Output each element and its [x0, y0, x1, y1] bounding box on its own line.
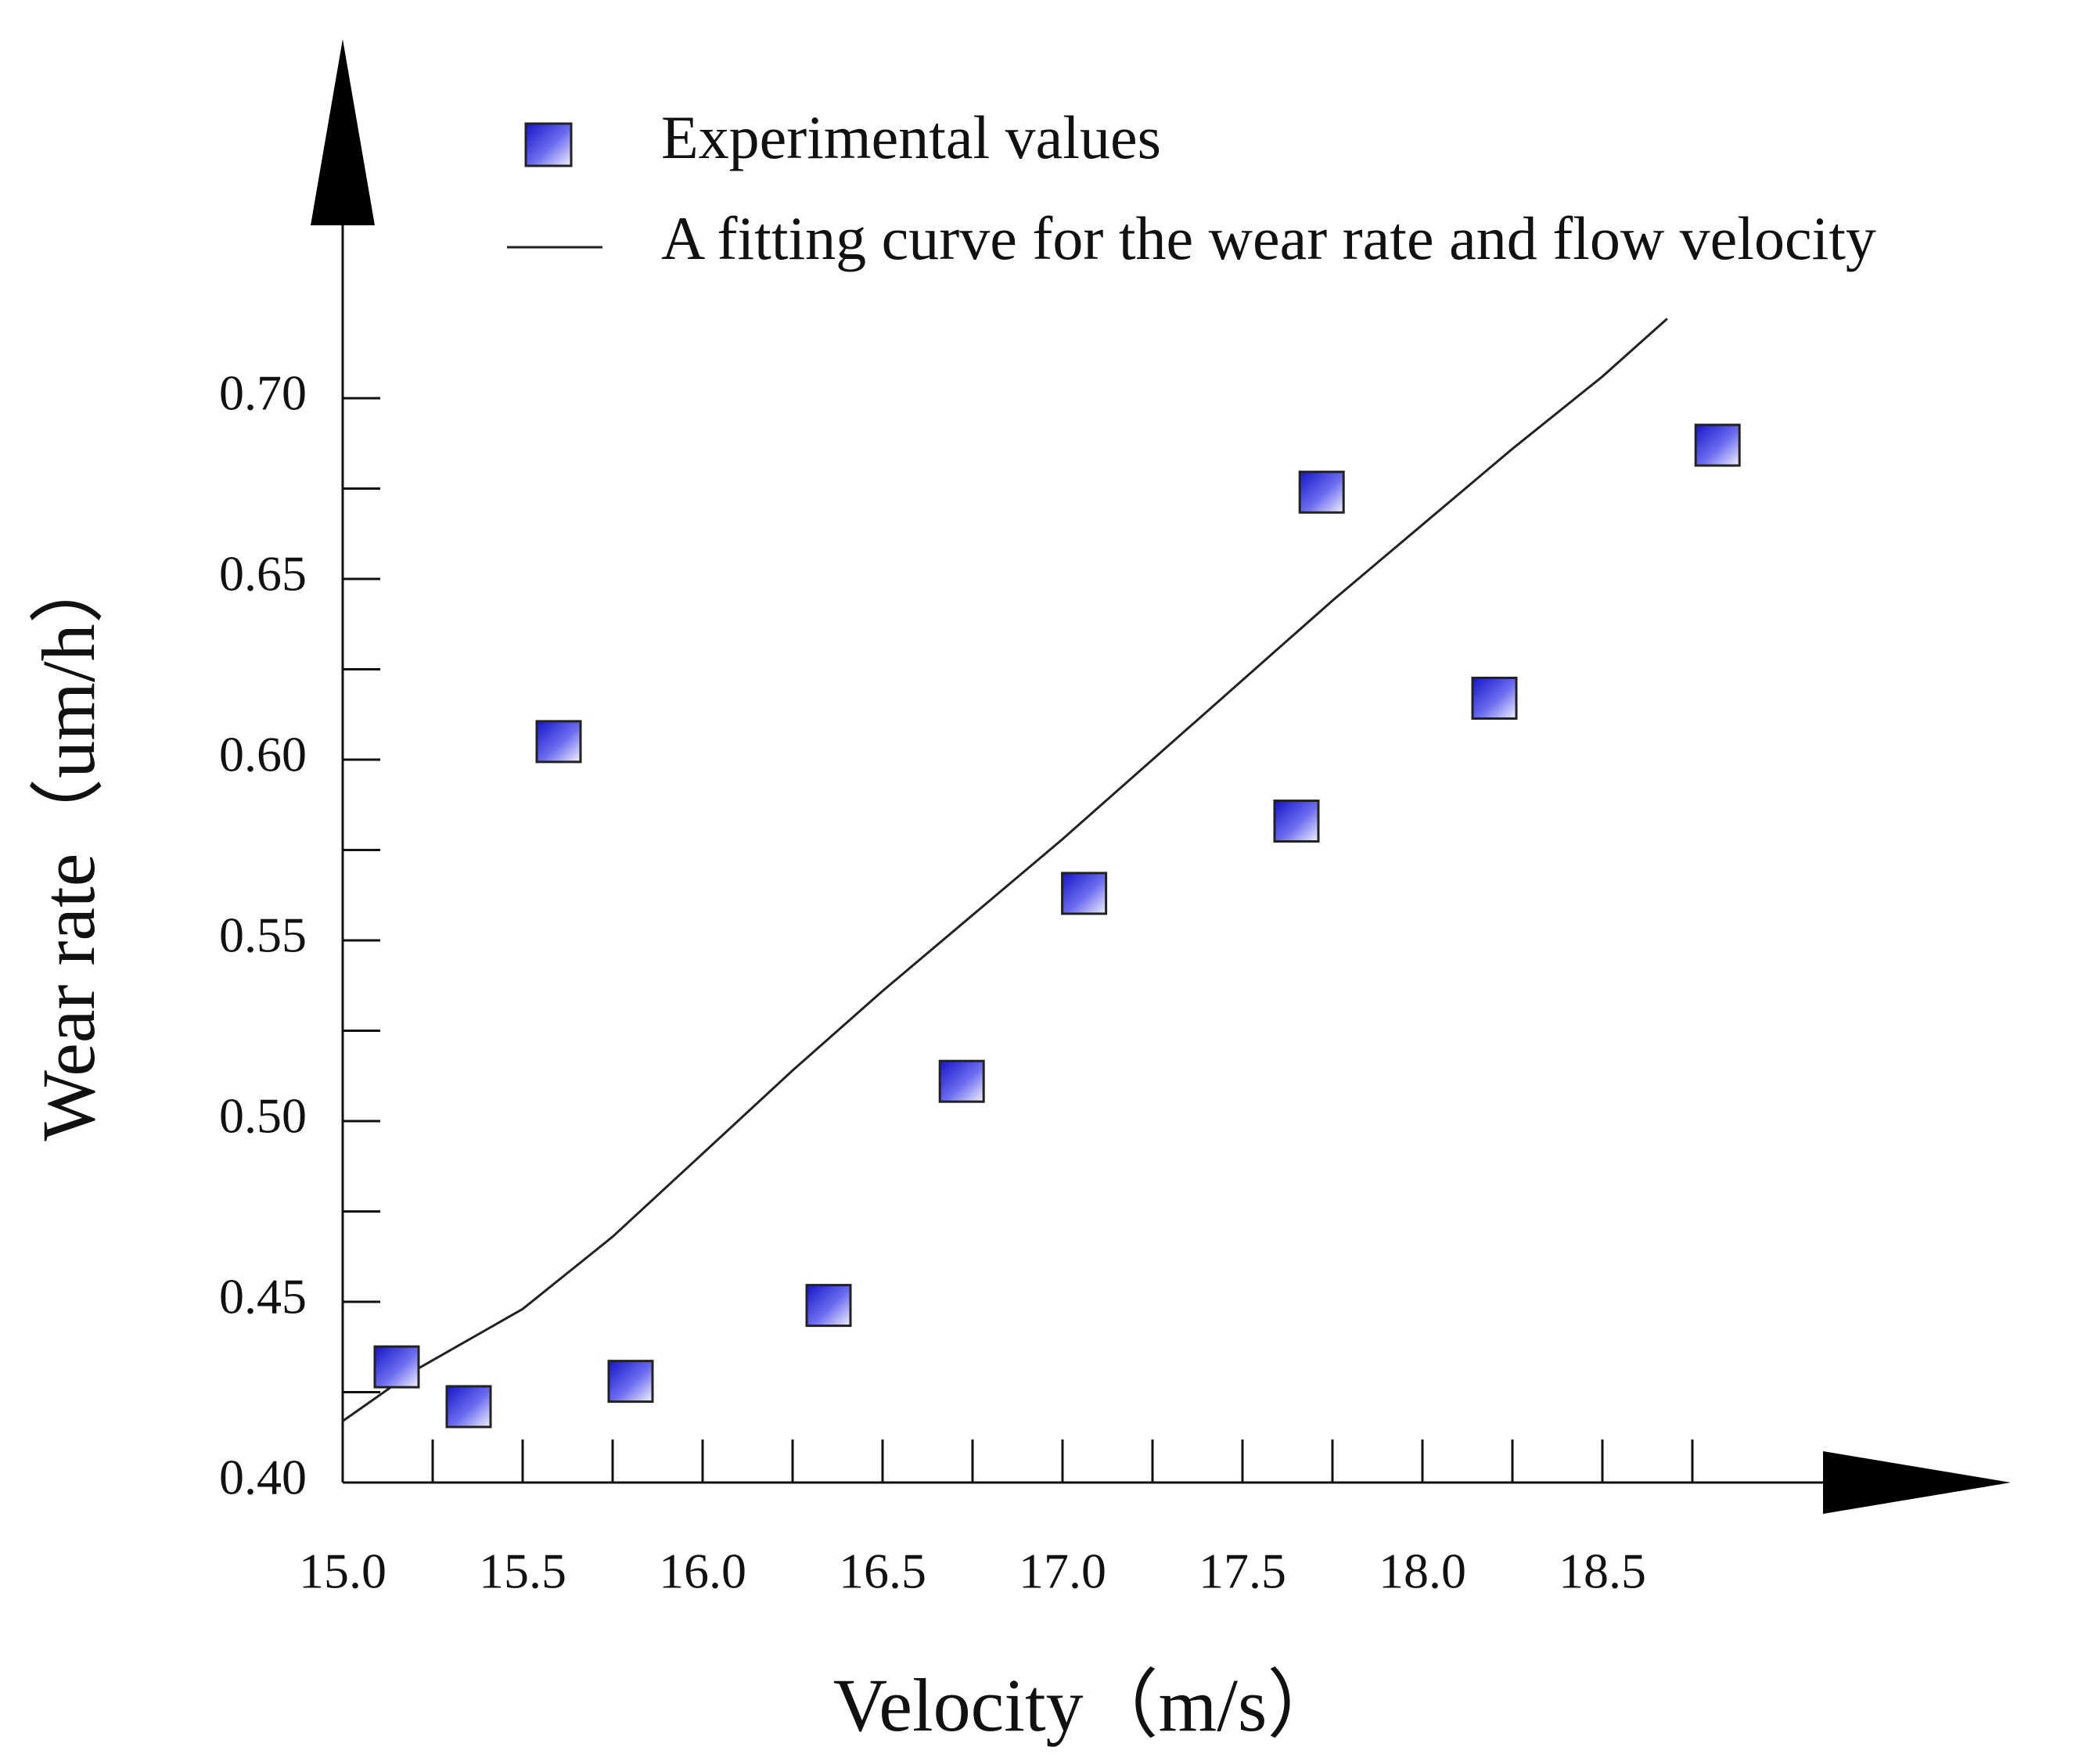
y-tick-label: 0.70	[219, 365, 307, 421]
ticks	[341, 397, 1694, 1484]
x-tick-label: 17.5	[1199, 1544, 1286, 1599]
data-point-marker	[1061, 872, 1108, 915]
x-tick-label: 16.0	[659, 1544, 746, 1599]
fitting-curve-line	[342, 318, 1668, 1422]
data-point-marker	[1273, 800, 1320, 843]
x-tick-label: 15.5	[479, 1544, 566, 1599]
x-axis-arrow-icon	[1823, 1451, 2011, 1514]
x-tick-label: 15.0	[299, 1544, 387, 1599]
data-point-marker	[1471, 676, 1518, 720]
y-tick-label: 0.45	[219, 1269, 307, 1324]
y-tick-label: 0.50	[219, 1088, 307, 1144]
x-axis-title: Velocity（m/s）	[833, 1663, 1343, 1747]
y-tick-label: 0.40	[219, 1450, 307, 1505]
legend-label-experimental: Experimental values	[661, 103, 1161, 171]
legend-marker-icon	[524, 122, 573, 167]
data-point-marker	[445, 1385, 492, 1429]
legend: Experimental values A fitting curve for …	[507, 103, 1876, 272]
x-tick-label: 17.0	[1019, 1544, 1106, 1599]
data-point-marker	[1694, 423, 1741, 467]
x-tick-label: 18.0	[1379, 1544, 1466, 1599]
data-point-marker	[373, 1345, 420, 1389]
data-point-marker	[1298, 470, 1345, 514]
legend-label-fitting-curve: A fitting curve for the wear rate and fl…	[661, 204, 1876, 272]
data-point-marker	[938, 1059, 985, 1103]
data-point-marker	[607, 1360, 654, 1404]
experimental-points	[373, 423, 1741, 1429]
data-point-marker	[805, 1284, 852, 1328]
x-tick-label: 18.5	[1559, 1544, 1646, 1599]
x-tick-label: 16.5	[839, 1544, 926, 1599]
y-tick-label: 0.60	[219, 727, 307, 782]
y-tick-label: 0.55	[219, 908, 307, 963]
y-tick-label: 0.65	[219, 546, 307, 602]
tick-labels: 15.0 15.5 16.0 16.5 17.0 17.5 18.0 18.5 0.40 0.45…	[219, 365, 1646, 1599]
data-point-marker	[535, 720, 582, 764]
y-axis-arrow-icon	[311, 39, 375, 225]
y-axis-title: Wear rate（um/h）	[27, 548, 110, 1141]
axes	[311, 39, 2011, 1514]
